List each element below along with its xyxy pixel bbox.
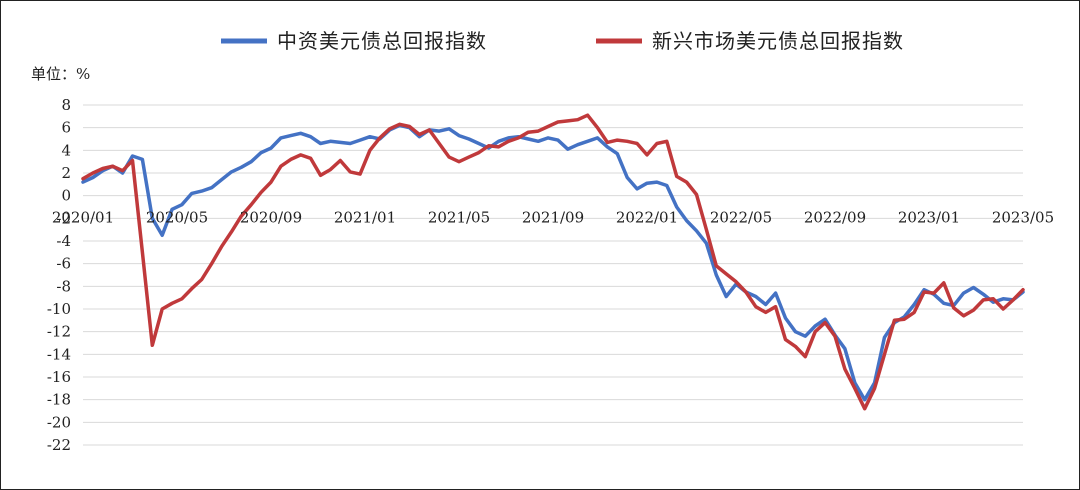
y-tick-label: 2: [61, 164, 71, 182]
legend-label-series-1: 中资美元债总回报指数: [277, 29, 487, 53]
grid-lines: [83, 104, 1023, 446]
x-tick-label: 2022/01: [616, 209, 678, 227]
y-tick-label: -16: [47, 368, 71, 386]
legend: 中资美元债总回报指数 新兴市场美元债总回报指数: [221, 29, 904, 53]
y-tick-label: -22: [47, 436, 71, 454]
x-tick-label: 2021/09: [522, 209, 584, 227]
unit-label: 单位：%: [31, 65, 90, 83]
y-tick-label: -14: [47, 345, 71, 363]
y-tick-label: 6: [61, 119, 71, 137]
y-tick-label: -4: [56, 232, 71, 250]
series-lines: [81, 113, 1025, 411]
x-axis-labels: 2020/01 2020/05 2020/09 2021/01 2021/05 2021/…: [52, 209, 1054, 227]
y-tick-label: -2: [56, 209, 71, 227]
y-tick-label: 0: [61, 187, 71, 205]
x-tick-label: 2023/01: [898, 209, 960, 227]
x-tick-label: 2021/05: [428, 209, 490, 227]
y-tick-label: -20: [47, 413, 71, 431]
x-tick-label: 2020/01: [52, 209, 114, 227]
series-line-2: [81, 113, 1025, 411]
x-tick-label: 2021/01: [334, 209, 396, 227]
series-line-1: [81, 123, 1025, 402]
y-tick-label: -18: [47, 391, 71, 409]
y-tick-label: -6: [56, 255, 71, 273]
x-tick-label: 2023/05: [992, 209, 1054, 227]
y-tick-label: -8: [56, 277, 71, 295]
y-tick-label: 8: [61, 96, 71, 114]
legend-label-series-2: 新兴市场美元债总回报指数: [652, 29, 904, 53]
y-tick-label: -10: [47, 300, 71, 318]
y-tick-label: -12: [47, 323, 71, 341]
y-tick-label: 4: [61, 141, 71, 159]
y-axis-labels: 8 6 4 2 0 -2 -4 -6 -8 -10 -12 -14 -16 -18 -20 -22: [47, 96, 71, 454]
x-tick-label: 2022/09: [804, 209, 866, 227]
x-tick-label: 2020/05: [146, 209, 208, 227]
x-tick-label: 2020/09: [240, 209, 302, 227]
x-tick-label: 2022/05: [710, 209, 772, 227]
